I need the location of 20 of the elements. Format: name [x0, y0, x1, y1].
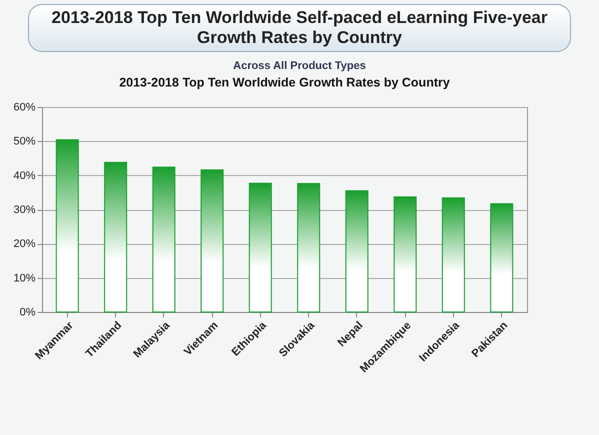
text: 2013-2018 Top Ten Worldwide Growth Rates by Country — [119, 76, 450, 90]
bar — [345, 190, 368, 312]
y-tick-label: 10% — [13, 272, 36, 284]
y-tick-label: 30% — [13, 204, 36, 216]
bar — [104, 162, 128, 312]
y-tick-label: 60% — [13, 102, 36, 114]
bar — [152, 166, 176, 312]
bar — [56, 139, 79, 312]
y-tick-label: 50% — [13, 136, 36, 148]
bar — [200, 169, 224, 312]
y-tick-label: 0% — [20, 306, 36, 318]
bar — [394, 196, 417, 312]
y-tick-label: 40% — [13, 170, 36, 182]
bar — [442, 197, 465, 312]
bar — [297, 183, 320, 312]
chart-title: 2013-2018 Top Ten Worldwide Self-paced eLearning Five-year Growth Rates by Country — [28, 4, 571, 52]
bar — [490, 203, 514, 312]
y-tick-label: 20% — [13, 238, 36, 250]
chart-subtitle: Across All Product Types — [232, 60, 367, 72]
bar — [248, 182, 272, 312]
